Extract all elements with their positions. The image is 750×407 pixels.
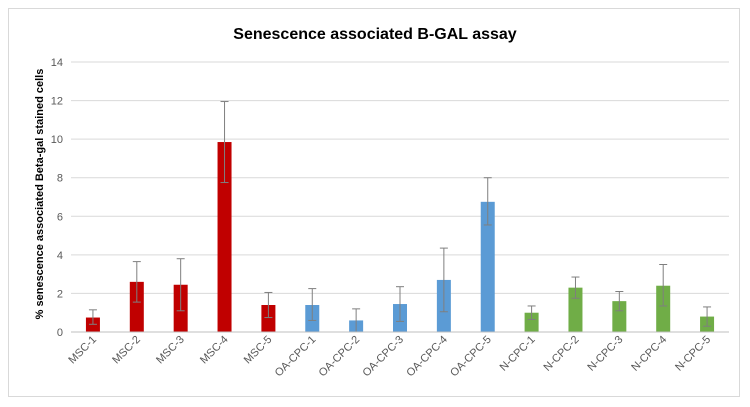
gridlines	[71, 61, 729, 294]
x-tick-label: MSC-4	[198, 334, 231, 367]
error-bars	[88, 101, 712, 333]
x-tick-label: MSC-1	[66, 334, 99, 367]
x-tick-label: OA-CPC-1	[273, 334, 319, 380]
error-bar	[132, 261, 141, 303]
x-tick-label: N-CPC-4	[629, 334, 669, 374]
chart-title: Senescence associated B-GAL assay	[233, 26, 517, 43]
x-tick-label: MSC-5	[242, 334, 275, 367]
y-tick-label: 8	[57, 173, 63, 185]
error-bar	[308, 288, 317, 321]
error-bar	[88, 309, 97, 325]
bar-n-cpc-4	[656, 285, 671, 332]
x-tick-label: OA-CPC-4	[404, 334, 450, 380]
error-bar	[176, 258, 185, 312]
bar-oa-cpc-5	[480, 201, 495, 332]
x-axis-ticks: MSC-1 MSC-2 MSC-3 MSC-4 MSC-5OA-CPC-1OA-CPC-…	[66, 334, 713, 380]
error-bar	[703, 306, 712, 327]
chart-frame: 0 2 4 6 8 10 12 14 MSC-1 MSC-2 MSC-3 MSC-4 MSC-5 OA-…	[8, 8, 740, 397]
x-tick-label: N-CPC-5	[673, 334, 713, 374]
y-tick-label: 6	[57, 211, 63, 223]
y-tick-label: 4	[57, 250, 63, 262]
x-tick-label: N-CPC-1	[498, 334, 538, 374]
bar-msc-4	[217, 142, 232, 332]
error-bar	[396, 286, 404, 322]
y-tick-label: 10	[51, 134, 63, 146]
bar-n-cpc-1	[524, 312, 539, 332]
y-axis-ticks: 0 2 4 6 8 10 12 14	[51, 57, 63, 339]
error-bar	[527, 305, 536, 320]
error-bar	[220, 101, 229, 184]
error-bar	[571, 276, 580, 299]
error-bar	[483, 177, 492, 226]
y-axis-label: % senescence associated Beta-gal stained…	[34, 69, 46, 320]
x-tick-label: OA-CPC-5	[448, 334, 494, 380]
bar-msc-2	[129, 281, 144, 332]
error-bar	[615, 291, 624, 312]
error-bar	[439, 247, 448, 313]
x-tick-label: N-CPC-2	[542, 334, 582, 374]
x-tick-label: MSC-3	[154, 334, 187, 367]
bar-n-cpc-3	[612, 301, 627, 332]
y-tick-label: 0	[57, 327, 63, 339]
x-tick-label: MSC-2	[110, 334, 143, 367]
y-tick-label: 2	[57, 288, 63, 300]
error-bar	[264, 291, 273, 319]
y-tick-label: 14	[51, 57, 63, 69]
x-tick-label: OA-CPC-2	[317, 334, 363, 380]
x-tick-label: N-CPC-3	[585, 334, 625, 374]
x-tick-label: OA-CPC-3	[360, 334, 406, 380]
bar-msc-5	[261, 305, 276, 332]
error-bar	[659, 264, 668, 307]
y-tick-label: 12	[51, 96, 63, 108]
